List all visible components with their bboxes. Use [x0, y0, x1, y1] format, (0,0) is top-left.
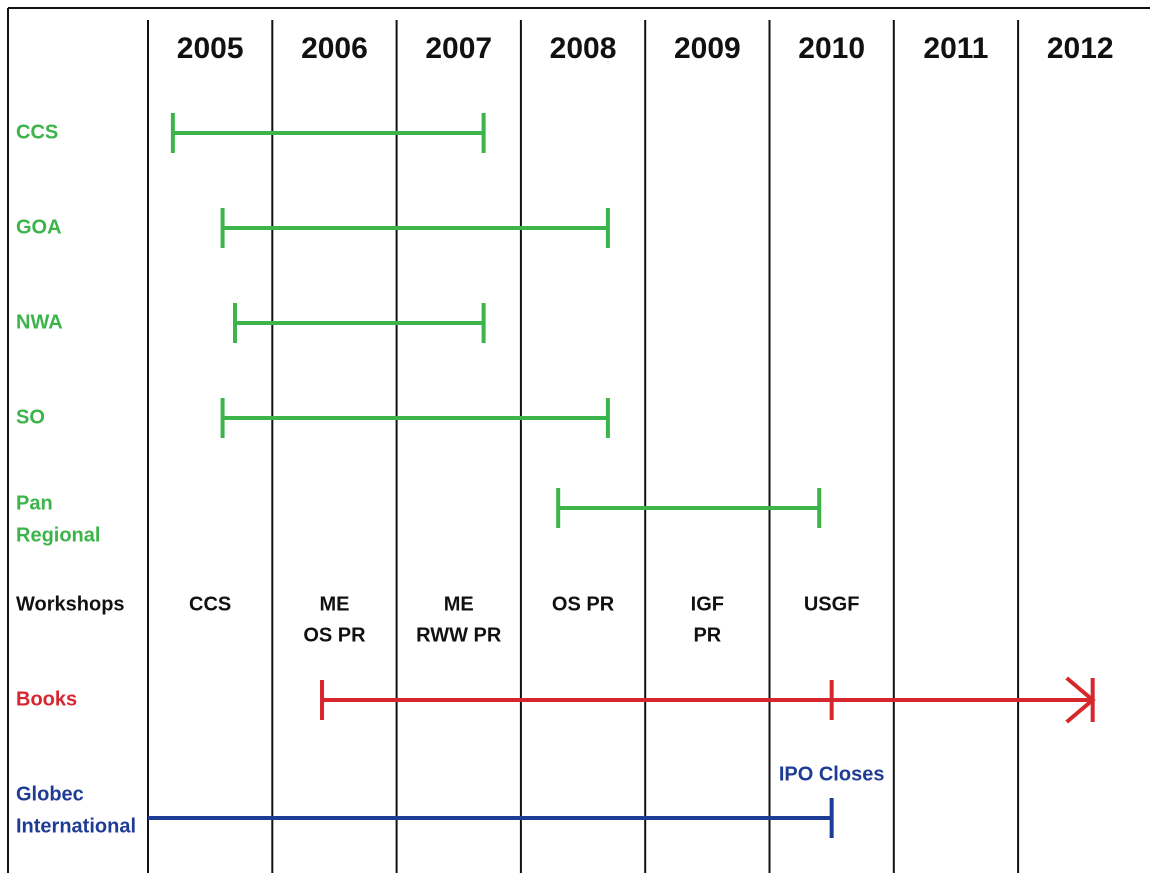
workshop-item: USGF: [804, 593, 860, 615]
annotation: IPO Closes: [779, 763, 885, 785]
row-label: GOA: [16, 216, 62, 238]
workshop-item: ME: [444, 593, 474, 615]
row-label: SO: [16, 406, 45, 428]
span-arrow: [1065, 676, 1096, 724]
year-label: 2009: [674, 32, 741, 65]
year-label: 2005: [177, 32, 244, 65]
year-label: 2010: [798, 32, 865, 65]
row-label: Books: [16, 688, 77, 710]
workshop-item: ME: [319, 593, 349, 615]
workshop-item: CCS: [189, 593, 231, 615]
workshop-item: OS PR: [552, 593, 615, 615]
row-label: Pan: [16, 492, 53, 514]
year-label: 2008: [550, 32, 617, 65]
workshop-item: PR: [693, 624, 721, 646]
year-label: 2012: [1047, 32, 1114, 65]
row-label: CCS: [16, 121, 58, 143]
row-label: NWA: [16, 311, 63, 333]
workshop-item: RWW PR: [416, 624, 502, 646]
row-label: International: [16, 815, 136, 837]
year-label: 2007: [425, 32, 492, 65]
year-label: 2011: [923, 32, 988, 65]
year-label: 2006: [301, 32, 368, 65]
workshop-item: OS PR: [303, 624, 366, 646]
row-label: Workshops: [16, 593, 125, 615]
row-label: Regional: [16, 524, 100, 546]
row-label: Globec: [16, 783, 84, 805]
workshop-item: IGF: [691, 593, 724, 615]
